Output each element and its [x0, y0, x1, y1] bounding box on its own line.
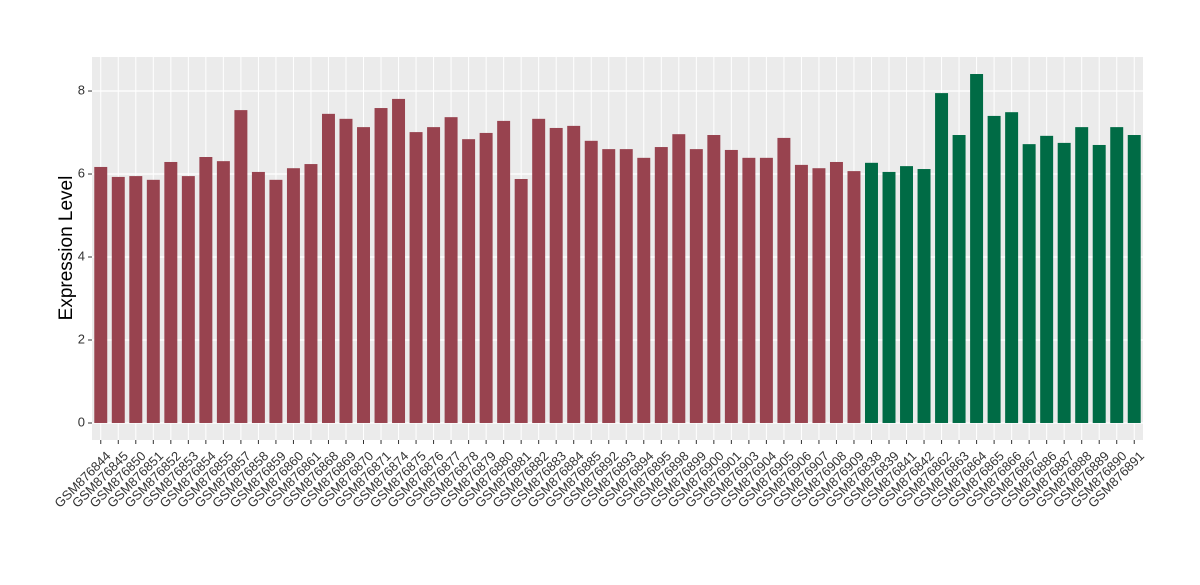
bar [462, 139, 476, 423]
bar [619, 149, 633, 423]
bar [602, 149, 616, 423]
bar [935, 93, 949, 423]
bar [269, 179, 283, 423]
bar [777, 137, 791, 423]
bar [742, 157, 756, 423]
bar [1040, 135, 1054, 423]
bar [497, 120, 511, 423]
bar [794, 164, 808, 423]
bar [1092, 144, 1106, 423]
y-tick-label: 2 [78, 331, 85, 346]
plot-background [92, 57, 1143, 440]
bar [672, 134, 686, 423]
bar [94, 166, 108, 423]
bar [514, 178, 528, 423]
bar [900, 166, 914, 423]
bar [444, 117, 458, 423]
y-tick-label: 4 [78, 248, 85, 263]
bar [392, 98, 406, 423]
bar [216, 161, 230, 423]
bar [637, 157, 651, 423]
bar [164, 161, 178, 423]
y-tick-label: 6 [78, 165, 85, 180]
y-tick-label: 0 [78, 414, 85, 429]
bar [146, 179, 160, 423]
bar [409, 132, 423, 423]
bar [532, 118, 546, 423]
bar [357, 127, 370, 423]
bar [1022, 144, 1036, 423]
bar [882, 171, 896, 423]
bar [234, 110, 248, 423]
bar [689, 149, 703, 423]
bar [1075, 127, 1089, 423]
y-tick-label: 8 [78, 82, 85, 97]
bar [812, 168, 826, 423]
bar [199, 157, 213, 423]
bar [286, 168, 300, 423]
bar [339, 118, 353, 423]
bar [1005, 112, 1019, 423]
bar [181, 176, 195, 423]
bar [129, 176, 143, 423]
bar [970, 74, 984, 423]
bar [251, 171, 265, 423]
bar [567, 125, 581, 423]
bar [304, 164, 318, 423]
y-axis-label: Expression Level [56, 176, 77, 321]
bar [1110, 127, 1124, 423]
bar [865, 162, 878, 423]
bar [584, 140, 598, 423]
bar [111, 176, 125, 423]
bar [549, 127, 563, 423]
bar [654, 147, 668, 423]
bar [829, 161, 843, 423]
bar [1057, 142, 1071, 423]
bar [479, 132, 493, 423]
bar [707, 135, 721, 423]
bar [759, 157, 773, 423]
bar [321, 113, 335, 423]
bar [724, 149, 738, 423]
bar [427, 127, 441, 423]
bar [847, 171, 861, 423]
bar [917, 169, 931, 423]
bar [374, 108, 388, 423]
bar [987, 115, 1001, 423]
bar [1127, 135, 1141, 423]
bar [952, 135, 966, 423]
